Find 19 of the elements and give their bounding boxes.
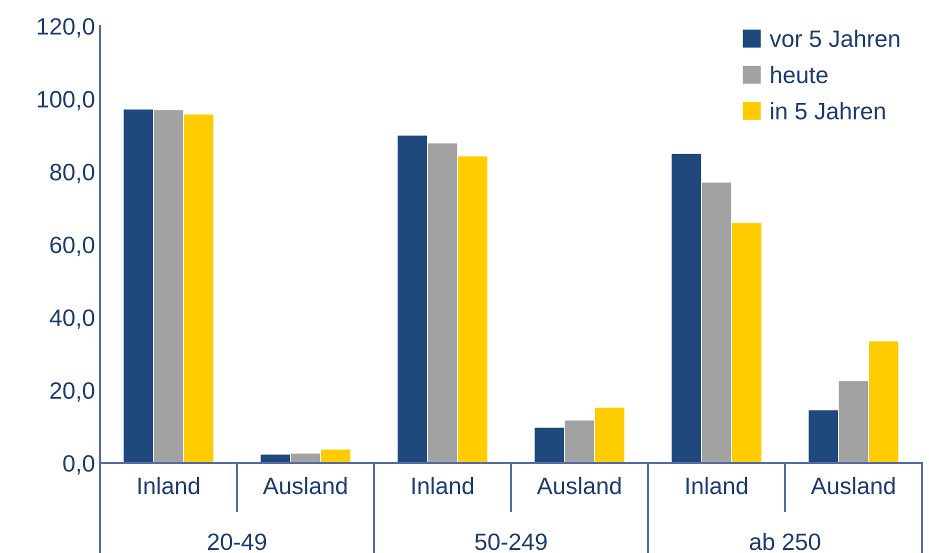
x-tick-label: Inland [412,476,474,494]
legend-label: in 5 Jahren [771,102,885,120]
y-tick-label: 100,0 [38,90,94,110]
x-tick-label: Inland [138,476,200,494]
text: 20-49 [208,533,266,550]
legend-label: vor 5 Jahren [770,30,900,48]
legend-label: heute [771,66,828,84]
x-tick-label: Ausland [810,476,895,494]
text: 50-249 [475,533,547,550]
y-tick-label: 0,0 [63,455,94,475]
y-tick-label: 120,0 [38,18,94,38]
y-tick-label: 40,0 [50,309,94,329]
text: ab 250 [750,532,820,550]
y-tick-label: 60,0 [50,236,94,256]
y-tick-label: 20,0 [50,382,94,402]
x-tick-label: Ausland [536,476,621,494]
x-tick-label: Inland [686,476,748,494]
x-tick-label: Ausland [262,476,347,494]
y-tick-label: 80,0 [50,164,94,184]
